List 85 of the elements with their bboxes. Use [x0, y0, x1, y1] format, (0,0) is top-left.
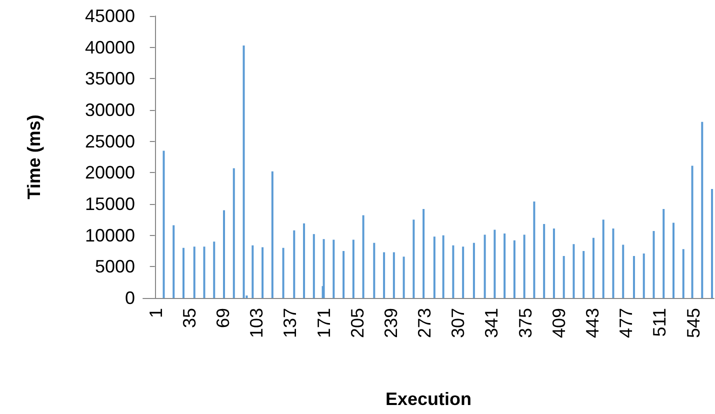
- y-tick-label: 0: [124, 288, 135, 308]
- x-tick-label: 35: [179, 308, 200, 328]
- x-tick-label: 341: [482, 308, 502, 338]
- bar: [533, 201, 536, 298]
- bar: [701, 122, 704, 298]
- x-tick-label: 409: [548, 308, 569, 338]
- y-tick-label: 15000: [84, 194, 135, 214]
- bar: [572, 244, 575, 298]
- x-tick-label: 307: [448, 308, 468, 338]
- bar: [312, 234, 315, 298]
- bar: [543, 224, 546, 298]
- bar: [322, 239, 325, 298]
- y-tick-label: 20000: [84, 162, 135, 183]
- x-tick-label: 1: [146, 308, 166, 318]
- bar: [172, 225, 175, 298]
- x-tick-label: 545: [683, 308, 704, 338]
- bar: [262, 247, 264, 298]
- bar: [342, 251, 345, 298]
- bar: [582, 251, 585, 298]
- bar: [433, 236, 436, 298]
- bar: [484, 234, 486, 298]
- bar: [293, 230, 296, 298]
- bar: [523, 234, 526, 298]
- bar: [383, 252, 386, 298]
- bar: [362, 215, 364, 298]
- y-tick-label: 5000: [94, 256, 135, 277]
- bar: [402, 256, 405, 298]
- bar: [242, 45, 245, 298]
- bar: [662, 209, 665, 298]
- x-tick-label: 171: [314, 308, 334, 338]
- y-tick-label: 40000: [84, 37, 135, 58]
- y-tick-label: 10000: [84, 225, 135, 246]
- x-tick-label: 137: [280, 308, 300, 338]
- x-tick-label: 477: [616, 308, 636, 338]
- bar: [672, 222, 674, 298]
- y-axis-title: Time (ms): [24, 114, 44, 200]
- bar: [232, 168, 235, 298]
- bar: [193, 246, 196, 298]
- x-tick-label: 511: [650, 308, 670, 337]
- bar: [303, 223, 306, 298]
- y-tick-label: 25000: [84, 131, 135, 152]
- bar: [691, 166, 694, 298]
- x-tick-label: 273: [414, 308, 435, 338]
- bar: [652, 230, 655, 298]
- bar: [472, 242, 475, 298]
- bar: [203, 246, 206, 298]
- bar: [711, 188, 714, 298]
- bar: [252, 245, 254, 298]
- bar: [504, 233, 506, 298]
- bar: [552, 228, 555, 298]
- bar: [592, 238, 594, 298]
- x-tick-label: 103: [246, 308, 267, 338]
- bar: [642, 254, 645, 298]
- bar: [462, 246, 464, 298]
- bar: [562, 256, 565, 298]
- bar: [452, 245, 454, 298]
- bar: [632, 256, 635, 298]
- x-tick-label: 375: [515, 308, 536, 338]
- bar: [352, 240, 354, 298]
- bar: [682, 249, 684, 298]
- bar: [442, 235, 444, 298]
- y-tick-label: 45000: [84, 6, 135, 26]
- x-tick-label: 443: [582, 308, 602, 338]
- x-axis-title: Execution: [385, 389, 472, 409]
- bar: [213, 242, 216, 298]
- bar: [223, 210, 226, 298]
- bar: [513, 240, 516, 298]
- bar: [162, 150, 165, 298]
- x-tick-label: 205: [347, 308, 368, 338]
- bar: [494, 230, 496, 298]
- bar: [271, 171, 274, 298]
- y-tick-label: 35000: [84, 68, 135, 89]
- bar: [602, 220, 604, 298]
- x-tick-label: 239: [380, 308, 401, 338]
- bar: [612, 228, 614, 298]
- bar: [282, 248, 284, 298]
- bar: [622, 244, 624, 298]
- bar: [332, 240, 335, 298]
- bar: [182, 248, 185, 298]
- bar: [412, 220, 415, 298]
- y-tick-label: 30000: [84, 100, 135, 120]
- x-tick-label: 69: [213, 308, 234, 328]
- bar: [392, 252, 395, 298]
- bar: [373, 242, 376, 298]
- bar: [422, 209, 425, 298]
